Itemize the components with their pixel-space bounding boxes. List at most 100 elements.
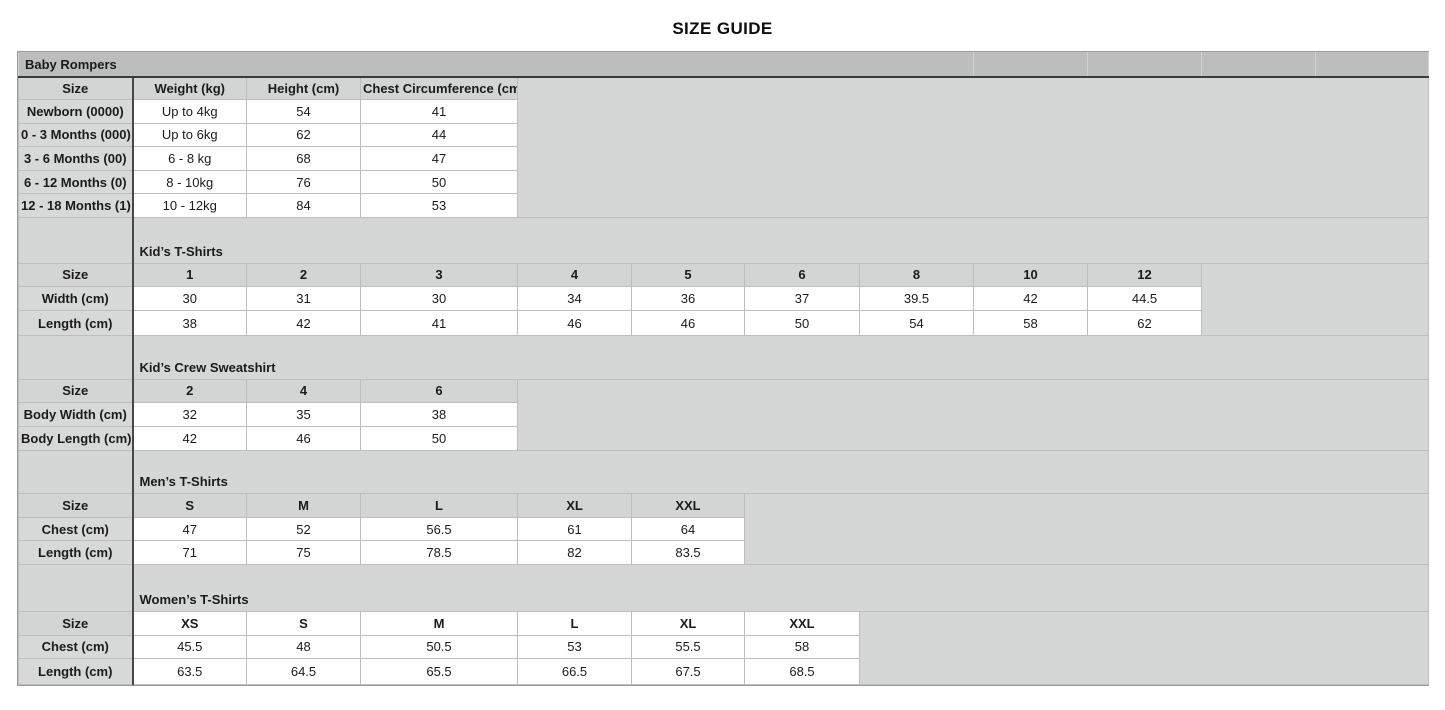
- table-row: Width (cm) 30 31 30 34 36 37 39.5 42 44.…: [18, 285, 1429, 312]
- row-label: Newborn (0000): [18, 99, 134, 124]
- col-header: XXL: [744, 610, 860, 636]
- table-row: 3 - 6 Months (00) 6 - 8 kg 68 47: [18, 146, 1429, 171]
- col-header: S: [246, 610, 361, 636]
- row-label: Chest (cm): [18, 634, 134, 659]
- data-cell: 45.5: [132, 634, 247, 659]
- size-column-header: Size: [18, 378, 134, 403]
- empty-area: [517, 76, 1429, 218]
- row-label: Length (cm): [18, 657, 134, 685]
- data-cell: 44: [360, 122, 518, 148]
- data-cell: 41: [360, 99, 518, 124]
- data-cell: 67.5: [631, 657, 745, 685]
- row-label: 6 - 12 Months (0): [18, 169, 134, 195]
- data-cell: 44.5: [1087, 285, 1202, 312]
- table-row: Length (cm) 63.5 64.5 65.5 66.5 67.5 68.…: [18, 657, 1429, 685]
- data-cell: 65.5: [360, 657, 518, 685]
- data-cell: 47: [360, 146, 518, 171]
- col-header: XL: [631, 610, 745, 636]
- data-cell: 36: [631, 285, 745, 312]
- data-cell: 46: [517, 310, 632, 336]
- data-cell: 42: [246, 310, 361, 336]
- data-cell: 55.5: [631, 634, 745, 659]
- data-cell: 50: [744, 310, 860, 336]
- data-cell: 46: [631, 310, 745, 336]
- page-title: SIZE GUIDE: [672, 19, 773, 38]
- data-cell: 76: [246, 169, 361, 195]
- data-cell: 38: [360, 401, 518, 427]
- data-cell: 52: [246, 516, 361, 542]
- col-header: XL: [517, 492, 632, 518]
- data-cell: 75: [246, 540, 361, 565]
- section-bar-row: Baby Rompers: [18, 52, 1429, 78]
- data-cell: 58: [744, 634, 860, 659]
- data-cell: 31: [246, 285, 361, 312]
- size-column-header: Size: [18, 610, 134, 636]
- data-cell: 30: [132, 285, 247, 312]
- col-header: Weight (kg): [132, 76, 247, 100]
- table-row: Newborn (0000) Up to 4kg 54 41: [18, 99, 1429, 124]
- col-header: Chest Circumference (cm): [360, 76, 518, 100]
- row-label: 0 - 3 Months (000): [18, 122, 134, 148]
- data-cell: Up to 6kg: [132, 122, 247, 148]
- col-header: XS: [132, 610, 247, 636]
- data-cell: 64: [631, 516, 745, 542]
- header-row: Size XS S M L XL XXL: [18, 610, 1429, 685]
- data-cell: 30: [360, 285, 518, 312]
- row-label: Length (cm): [18, 540, 134, 565]
- data-cell: 54: [859, 310, 974, 336]
- size-column-header: Size: [18, 492, 134, 518]
- data-cell: 39.5: [859, 285, 974, 312]
- empty-cell: [1201, 52, 1316, 78]
- data-cell: 32: [132, 401, 247, 427]
- header-row: Size 2 4 6: [18, 378, 1429, 451]
- data-cell: 37: [744, 285, 860, 312]
- section-spacer-row: Men’s T-Shirts: [18, 449, 1429, 494]
- data-cell: 34: [517, 285, 632, 312]
- data-cell: 58: [973, 310, 1088, 336]
- col-header: S: [132, 492, 247, 518]
- empty-cell: [18, 334, 134, 380]
- empty-cell: [18, 216, 134, 264]
- col-header: 1: [132, 262, 247, 287]
- empty-area: [517, 378, 1429, 451]
- empty-cell: [18, 563, 134, 612]
- section-title-womens-tshirts: Women’s T-Shirts: [132, 563, 1429, 612]
- data-cell: 50: [360, 169, 518, 195]
- data-cell: 53: [360, 193, 518, 218]
- data-cell: 63.5: [132, 657, 247, 685]
- col-header: 10: [973, 262, 1088, 287]
- section-title-kids-tshirts: Kid’s T-Shirts: [132, 216, 1429, 264]
- col-header: 4: [517, 262, 632, 287]
- data-cell: 66.5: [517, 657, 632, 685]
- col-header: Height (cm): [246, 76, 361, 100]
- data-cell: 82: [517, 540, 632, 565]
- table-row: Length (cm) 71 75 78.5 82 83.5: [18, 540, 1429, 565]
- data-cell: 71: [132, 540, 247, 565]
- data-cell: 68: [246, 146, 361, 171]
- data-cell: 38: [132, 310, 247, 336]
- empty-cell: [18, 449, 134, 494]
- data-cell: 61: [517, 516, 632, 542]
- data-cell: 62: [246, 122, 361, 148]
- data-cell: 62: [1087, 310, 1202, 336]
- col-header: 4: [246, 378, 361, 403]
- empty-area: [859, 610, 1429, 685]
- empty-cell: [1087, 52, 1202, 78]
- data-cell: 46: [246, 425, 361, 451]
- row-label: Width (cm): [18, 285, 134, 312]
- table-row: Chest (cm) 45.5 48 50.5 53 55.5 58: [18, 634, 1429, 659]
- data-cell: 56.5: [360, 516, 518, 542]
- data-cell: 47: [132, 516, 247, 542]
- data-cell: 64.5: [246, 657, 361, 685]
- data-cell: 53: [517, 634, 632, 659]
- col-header: 12: [1087, 262, 1202, 287]
- col-header: XXL: [631, 492, 745, 518]
- col-header: 2: [132, 378, 247, 403]
- sheet: Baby Rompers Size Weight (kg) Height (cm…: [17, 51, 1429, 686]
- table-row: Body Width (cm) 32 35 38: [18, 401, 1429, 427]
- row-label: Body Width (cm): [18, 401, 134, 427]
- col-header: M: [360, 610, 518, 636]
- empty-cell: [973, 52, 1088, 78]
- row-label: 3 - 6 Months (00): [18, 146, 134, 171]
- row-label: Body Length (cm): [18, 425, 134, 451]
